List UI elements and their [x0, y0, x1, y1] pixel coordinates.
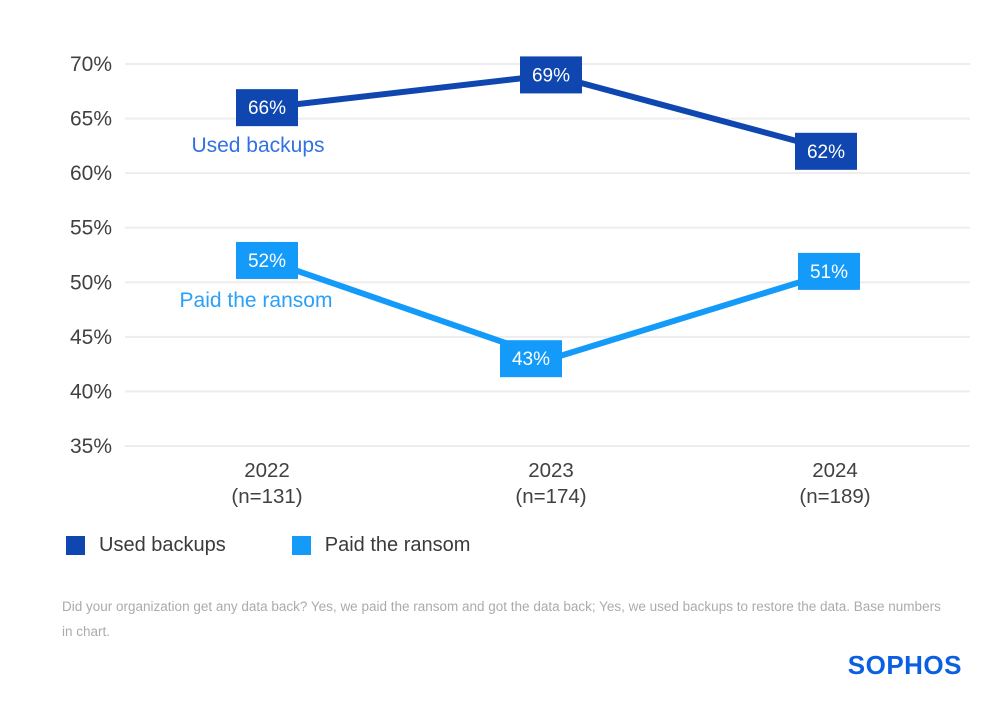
data-label: 69%: [532, 65, 570, 86]
x-axis-tick-label: 2023: [528, 459, 574, 482]
y-axis-tick-label: 55%: [70, 217, 112, 240]
data-label-box: [795, 132, 857, 170]
y-axis-tick-label: 35%: [70, 435, 112, 458]
y-axis-tick-label: 70%: [70, 53, 112, 76]
x-axis-tick-label: 2024: [812, 459, 858, 482]
line-chart: 70% 65% 60% 55% 50% 45% 40% 35% 66% 69% 62% 52% 43% 5…: [70, 53, 970, 508]
series-annotation: Used backups: [191, 134, 324, 157]
y-axis-tick-label: 40%: [70, 380, 112, 403]
data-label-box: [520, 56, 582, 94]
chart-legend: Used backups Paid the ransom: [66, 534, 470, 557]
x-axis-sublabel: (n=131): [231, 485, 302, 508]
data-label-box: [500, 340, 562, 378]
data-label-box: [798, 252, 860, 290]
y-axis-tick-label: 50%: [70, 271, 112, 294]
data-label-box: [236, 241, 298, 279]
legend-label-used-backups: Used backups: [99, 534, 226, 556]
data-label: 43%: [512, 349, 550, 370]
data-label: 52%: [248, 251, 286, 272]
x-axis-tick-label: 2022: [244, 459, 290, 482]
data-label: 62%: [807, 142, 845, 163]
x-axis-sublabel: (n=189): [799, 485, 870, 508]
data-label-box: [236, 89, 298, 127]
y-axis-tick-label: 65%: [70, 108, 112, 131]
data-label: 66%: [248, 98, 286, 119]
legend-item-used-backups: Used backups: [66, 534, 226, 557]
chart-footnote: Did your organization get any data back?…: [62, 599, 941, 639]
legend-item-paid-the-ransom: Paid the ransom: [291, 534, 471, 557]
legend-swatch-used-backups: [66, 536, 85, 555]
x-axis-sublabel: (n=174): [515, 485, 586, 508]
y-axis-tick-label: 45%: [70, 326, 112, 349]
y-axis-tick-label: 60%: [70, 162, 112, 185]
legend-swatch-paid-the-ransom: [291, 536, 311, 555]
series-annotation: Paid the ransom: [180, 289, 333, 312]
sophos-logo: SOPHOS: [847, 650, 962, 680]
data-label: 51%: [810, 262, 848, 283]
legend-label-paid-the-ransom: Paid the ransom: [324, 534, 471, 556]
